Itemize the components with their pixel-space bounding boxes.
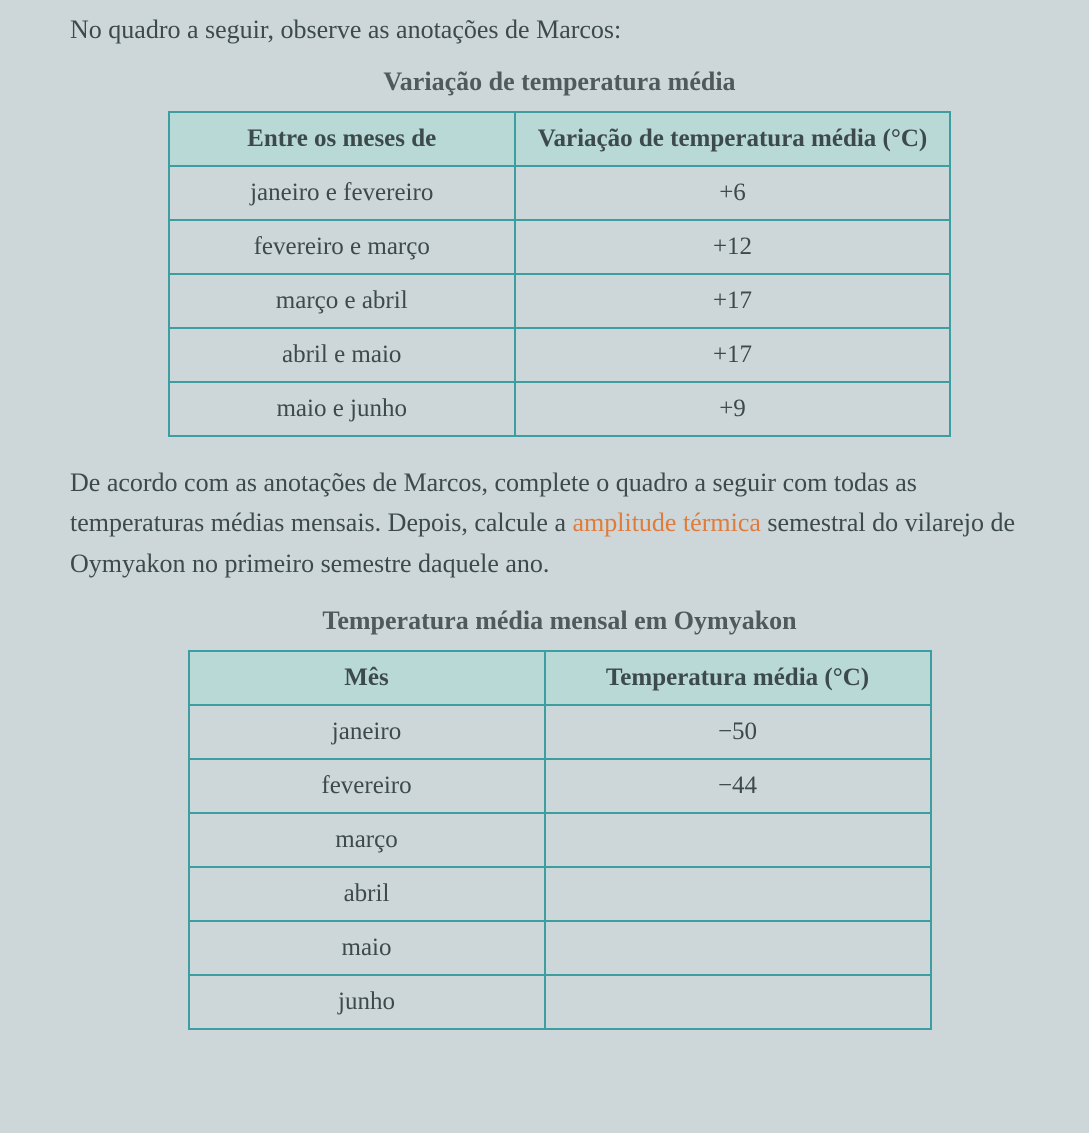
- cell-value: −44: [545, 759, 931, 813]
- cell-value: +9: [515, 382, 951, 436]
- col-header-temp: Temperatura média (°C): [545, 651, 931, 705]
- col-header-month: Mês: [189, 651, 545, 705]
- table-row: abril: [189, 867, 931, 921]
- table-row: março e abril +17: [169, 274, 951, 328]
- table-header-row: Mês Temperatura média (°C): [189, 651, 931, 705]
- cell-label: março e abril: [169, 274, 515, 328]
- monthly-temp-table: Mês Temperatura média (°C) janeiro −50 f…: [188, 650, 932, 1030]
- instruction-paragraph: De acordo com as anotações de Marcos, co…: [70, 463, 1049, 584]
- cell-value: +6: [515, 166, 951, 220]
- cell-label: abril: [189, 867, 545, 921]
- table-row: março: [189, 813, 931, 867]
- cell-value: +17: [515, 274, 951, 328]
- cell-value: −50: [545, 705, 931, 759]
- cell-value: [545, 975, 931, 1029]
- cell-label: abril e maio: [169, 328, 515, 382]
- cell-label: março: [189, 813, 545, 867]
- cell-value: [545, 921, 931, 975]
- table-row: maio: [189, 921, 931, 975]
- table-row: junho: [189, 975, 931, 1029]
- table-row: janeiro e fevereiro +6: [169, 166, 951, 220]
- variation-table: Entre os meses de Variação de temperatur…: [168, 111, 952, 437]
- table-header-row: Entre os meses de Variação de temperatur…: [169, 112, 951, 166]
- cell-value: +17: [515, 328, 951, 382]
- cell-label: fevereiro: [189, 759, 545, 813]
- cell-label: junho: [189, 975, 545, 1029]
- table-row: fevereiro −44: [189, 759, 931, 813]
- intro-text: No quadro a seguir, observe as anotações…: [70, 10, 1049, 49]
- cell-value: +12: [515, 220, 951, 274]
- table-row: fevereiro e março +12: [169, 220, 951, 274]
- table-row: maio e junho +9: [169, 382, 951, 436]
- cell-value: [545, 867, 931, 921]
- table-row: janeiro −50: [189, 705, 931, 759]
- col-header-months: Entre os meses de: [169, 112, 515, 166]
- cell-label: fevereiro e março: [169, 220, 515, 274]
- instruction-highlight: amplitude térmica: [572, 508, 760, 537]
- table2-title: Temperatura média mensal em Oymyakon: [70, 606, 1049, 636]
- cell-value: [545, 813, 931, 867]
- table-row: abril e maio +17: [169, 328, 951, 382]
- table1-title: Variação de temperatura média: [70, 67, 1049, 97]
- cell-label: janeiro: [189, 705, 545, 759]
- cell-label: maio e junho: [169, 382, 515, 436]
- cell-label: maio: [189, 921, 545, 975]
- cell-label: janeiro e fevereiro: [169, 166, 515, 220]
- col-header-variation: Variação de temperatura média (°C): [515, 112, 951, 166]
